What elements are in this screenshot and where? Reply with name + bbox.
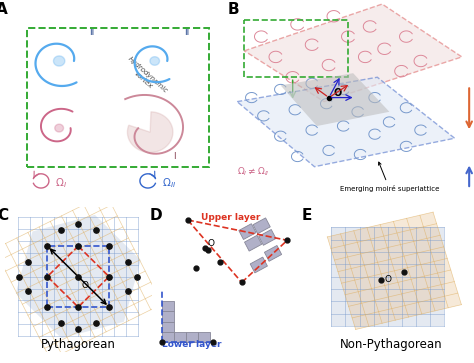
Text: O: O <box>384 275 392 284</box>
Polygon shape <box>245 235 262 251</box>
Text: Pythagorean: Pythagorean <box>41 338 116 351</box>
Text: O: O <box>81 281 88 290</box>
Bar <box>162 311 174 322</box>
Text: A: A <box>0 2 7 17</box>
Bar <box>162 322 174 332</box>
Text: I: I <box>173 152 175 160</box>
Polygon shape <box>331 227 444 326</box>
Text: O: O <box>208 239 215 248</box>
Text: $\Omega_I \neq \Omega_{II}$: $\Omega_I \neq \Omega_{II}$ <box>237 166 270 178</box>
Polygon shape <box>237 77 455 167</box>
Polygon shape <box>128 112 173 152</box>
Text: Hydrodynamic
vortex: Hydrodynamic vortex <box>122 55 169 99</box>
Bar <box>162 332 174 342</box>
Polygon shape <box>253 218 270 234</box>
Polygon shape <box>55 124 64 132</box>
Text: E: E <box>301 208 312 223</box>
Text: II: II <box>184 28 190 37</box>
Polygon shape <box>264 245 282 261</box>
Polygon shape <box>259 229 276 245</box>
Bar <box>174 332 186 342</box>
Text: B: B <box>228 2 239 17</box>
Text: C: C <box>0 208 9 223</box>
Text: $\Omega_{II}$: $\Omega_{II}$ <box>162 176 176 190</box>
Polygon shape <box>328 212 461 330</box>
Polygon shape <box>16 215 141 338</box>
Polygon shape <box>54 56 65 66</box>
Bar <box>27 28 210 167</box>
Text: II: II <box>89 28 94 37</box>
Bar <box>198 332 210 342</box>
Polygon shape <box>239 224 256 240</box>
Text: Emerging moiré superlattice: Emerging moiré superlattice <box>340 162 439 192</box>
Bar <box>186 332 198 342</box>
Text: D: D <box>149 208 162 223</box>
Text: O: O <box>334 87 342 98</box>
Polygon shape <box>245 4 462 102</box>
Polygon shape <box>150 57 160 65</box>
Bar <box>162 301 174 311</box>
Text: Lower layer: Lower layer <box>162 340 222 349</box>
Text: Upper layer: Upper layer <box>201 213 260 222</box>
Polygon shape <box>281 73 389 126</box>
Polygon shape <box>250 257 267 273</box>
Text: Non-Pythagorean: Non-Pythagorean <box>340 338 442 351</box>
Text: $\Omega_I$: $\Omega_I$ <box>55 176 66 190</box>
